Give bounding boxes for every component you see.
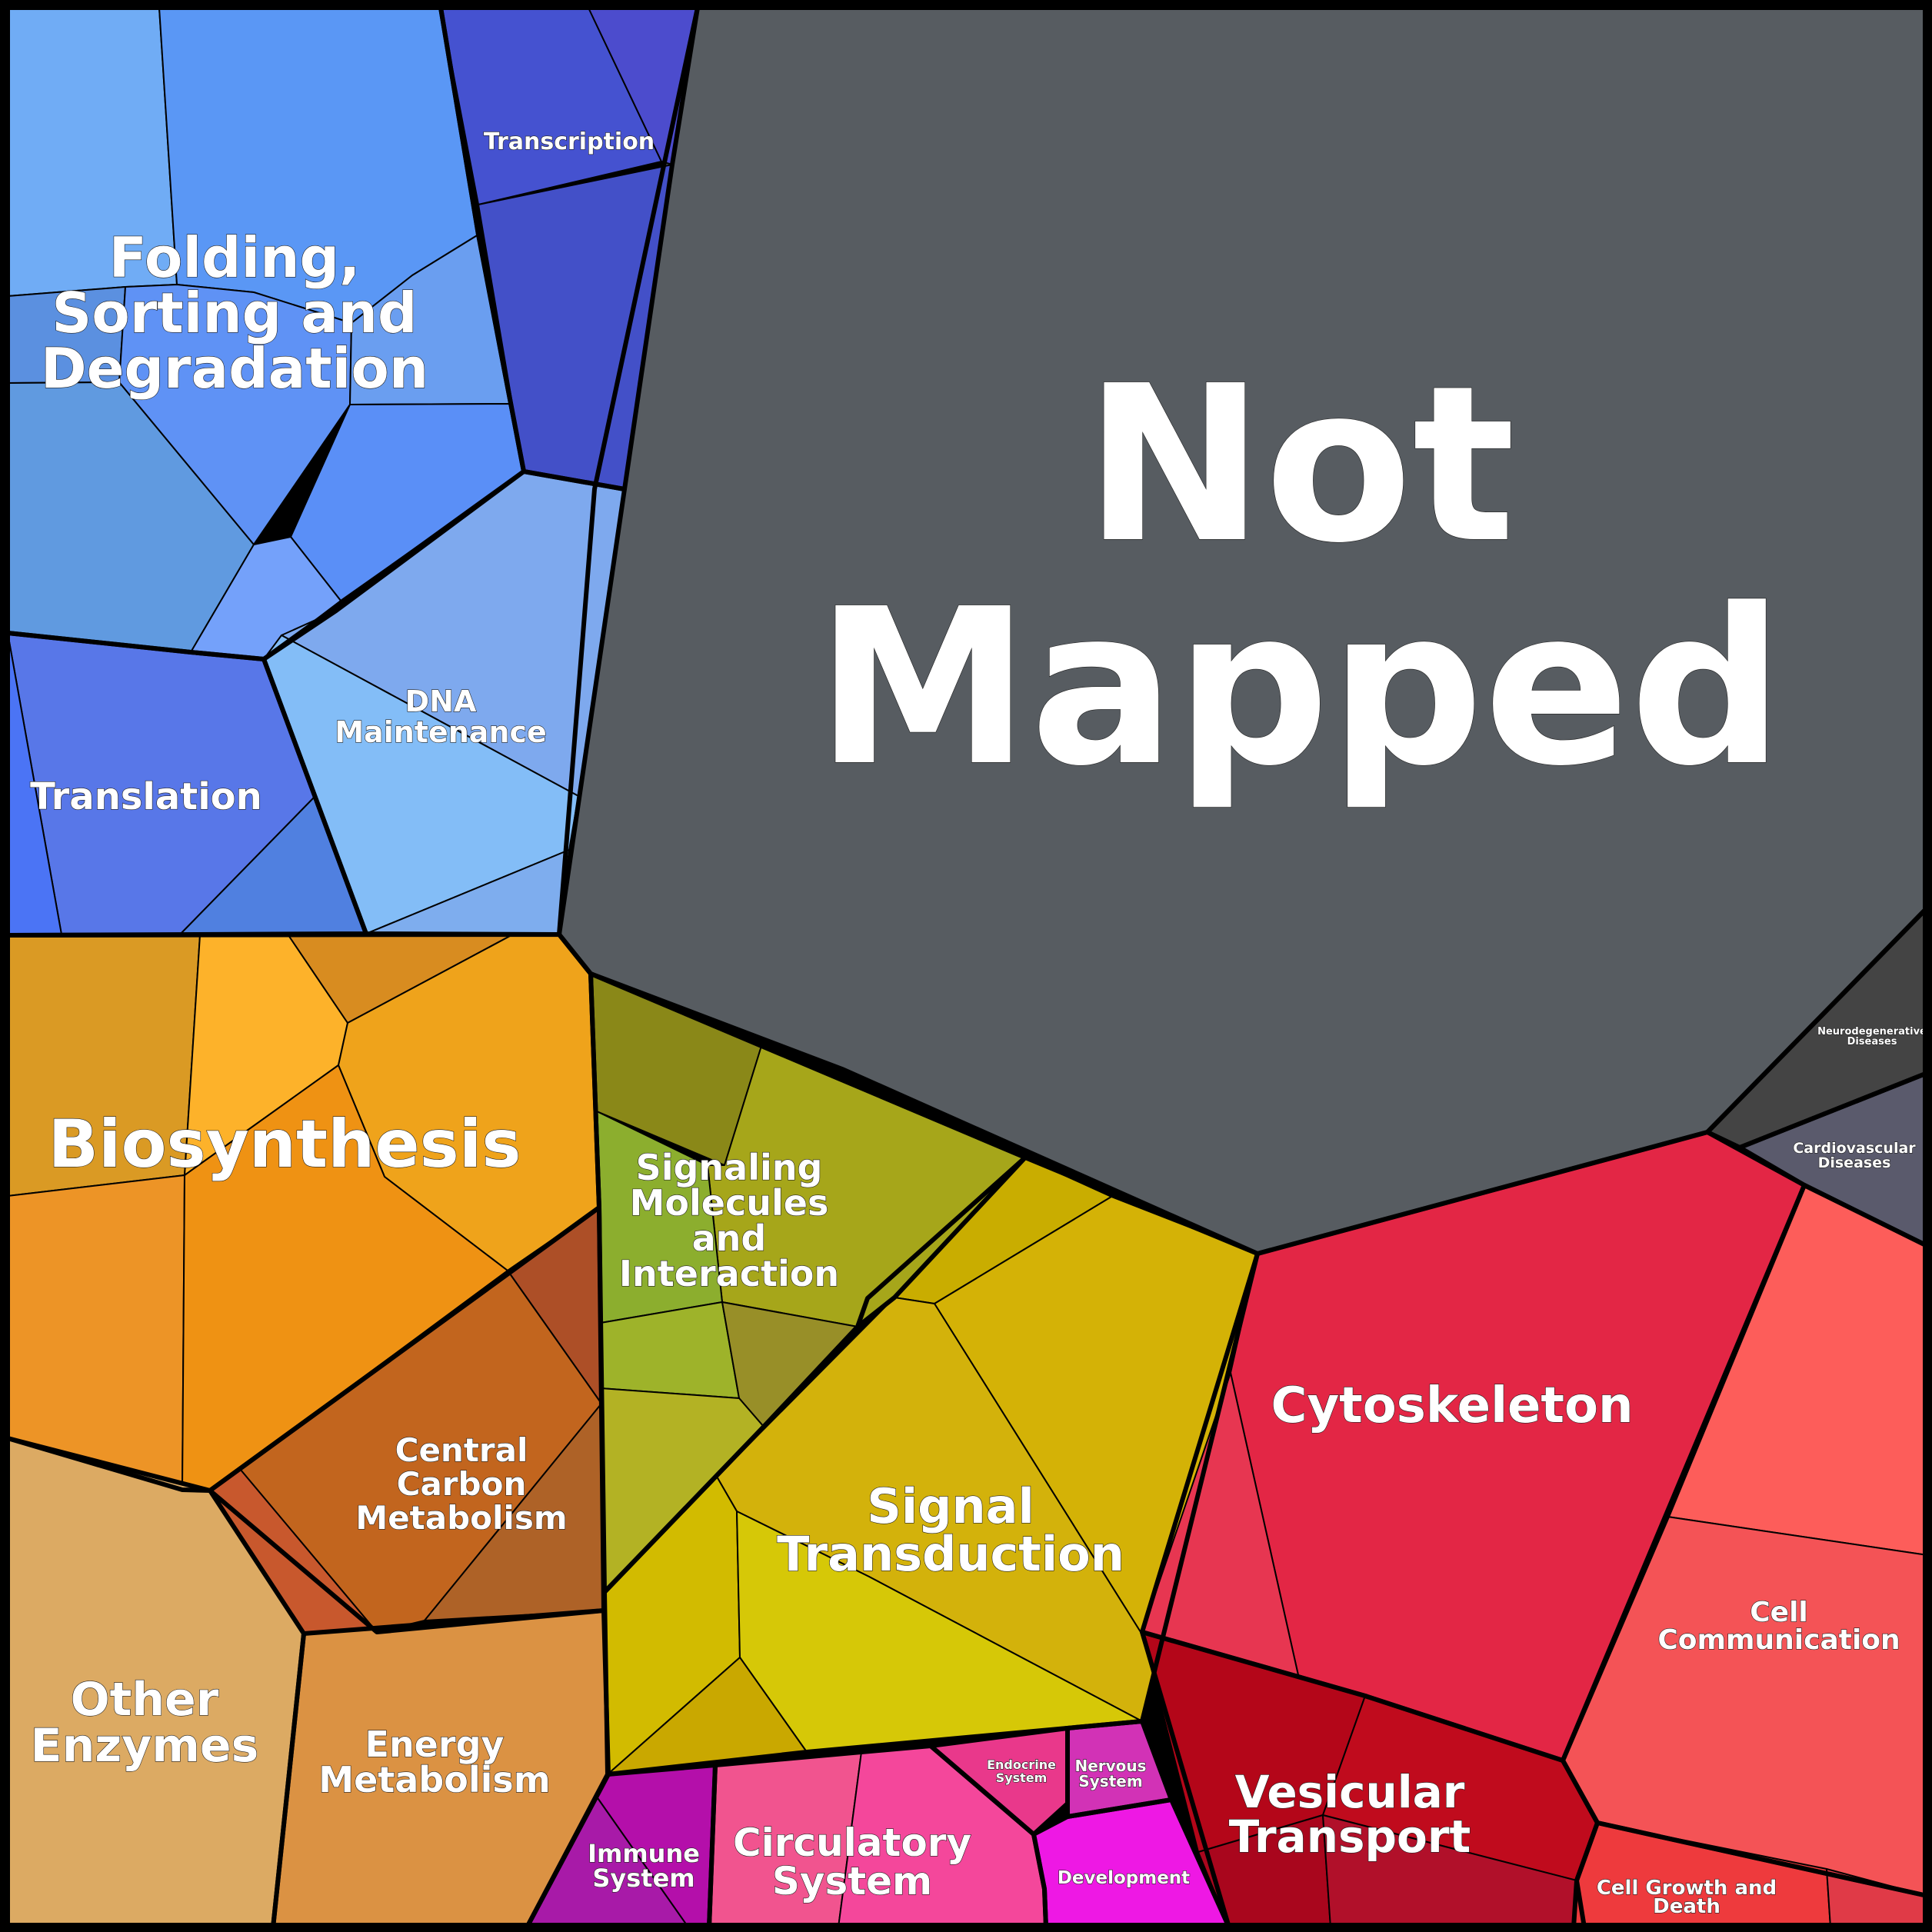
cardiovascular-diseases-label-line: Diseases bbox=[1818, 1154, 1891, 1171]
signal-transduction-border bbox=[602, 1155, 1260, 1777]
central-carbon-metabolism-label-line: Carbon bbox=[397, 1465, 527, 1503]
nervous-system-label: Nervous System bbox=[1074, 1757, 1146, 1790]
signal-transduction-label-line: Transduction bbox=[777, 1526, 1124, 1582]
region-central-carbon-metabolism bbox=[209, 1207, 605, 1634]
transcription-label-line: Transcription bbox=[484, 128, 655, 155]
not-mapped-label-line: Mapped bbox=[816, 563, 1784, 814]
folding-sorting-and-degradation-label-line: Folding, bbox=[109, 225, 361, 290]
other-enzymes-label: Other Enzymes bbox=[31, 1673, 259, 1773]
region-signaling-molecules-and-interaction bbox=[590, 973, 1026, 1593]
circulatory-system-label: Circulatory System bbox=[733, 1820, 971, 1904]
neurodegenerative-diseases-label-line: Neurodegenerative bbox=[1817, 1026, 1927, 1038]
other-enzymes-label-line: Other bbox=[71, 1673, 219, 1727]
region-folding-sorting-and-degradation bbox=[7, 7, 525, 660]
region-vesicular-transport bbox=[1141, 1631, 1598, 1928]
neurodegenerative-diseases-label-line: Diseases bbox=[1847, 1036, 1897, 1048]
cell-growth-and-death-label-line: Cell Growth and bbox=[1597, 1877, 1777, 1900]
signaling-molecules-and-interaction-label-line: Interaction bbox=[619, 1253, 839, 1294]
folding-sorting-and-degradation-cell-5 bbox=[118, 284, 352, 545]
nervous-system-label-line: System bbox=[1078, 1772, 1142, 1790]
translation-label: Translation bbox=[30, 775, 262, 818]
cytoskeleton-label-line: Cytoskeleton bbox=[1271, 1377, 1633, 1434]
neurodegenerative-diseases-label: Neurodegenerative Diseases bbox=[1817, 1026, 1927, 1048]
signaling-molecules-and-interaction-label-line: and bbox=[692, 1217, 767, 1259]
signal-transduction-label: Signal Transduction bbox=[777, 1478, 1124, 1582]
region-signal-transduction bbox=[604, 1157, 1258, 1775]
development-label: Development bbox=[1058, 1868, 1190, 1888]
folding-sorting-and-degradation-label-line: Sorting and bbox=[52, 281, 417, 345]
biosynthesis-cell-5 bbox=[7, 1174, 185, 1491]
circulatory-system-label-line: Circulatory bbox=[733, 1820, 971, 1865]
central-carbon-metabolism-label-line: Central bbox=[395, 1431, 528, 1469]
energy-metabolism-label-line: Energy bbox=[365, 1724, 505, 1765]
cardiovascular-diseases-label: Cardiovascular Diseases bbox=[1793, 1140, 1916, 1171]
region-cell-communication bbox=[1562, 1184, 1928, 1897]
vesicular-transport-label-line: Vesicular bbox=[1235, 1766, 1465, 1818]
other-enzymes-label-line: Enzymes bbox=[31, 1719, 259, 1773]
dna-maintenance-label-line: DNA bbox=[405, 685, 477, 718]
central-carbon-metabolism-label: Central Carbon Metabolism bbox=[355, 1431, 567, 1537]
cytoskeleton-label: Cytoskeleton bbox=[1271, 1377, 1633, 1434]
endocrine-system-label-line: Endocrine bbox=[987, 1757, 1056, 1772]
immune-system-label-line: Immune bbox=[588, 1839, 700, 1868]
cell-growth-and-death-label: Cell Growth and Death bbox=[1597, 1877, 1777, 1918]
vesicular-transport-label-line: Transport bbox=[1229, 1810, 1471, 1863]
translation-label-line: Translation bbox=[30, 775, 262, 818]
dna-maintenance-label-line: Maintenance bbox=[335, 715, 547, 749]
cell-communication-label: Cell Communication bbox=[1657, 1597, 1900, 1656]
circulatory-system-label-line: System bbox=[772, 1859, 932, 1904]
folding-sorting-and-degradation-label-line: Degradation bbox=[41, 336, 428, 401]
signaling-molecules-and-interaction-label-line: Molecules bbox=[630, 1182, 829, 1224]
energy-metabolism-label: Energy Metabolism bbox=[318, 1724, 550, 1800]
transcription-label: Transcription bbox=[484, 128, 655, 155]
cell-communication-label-line: Cell bbox=[1750, 1597, 1808, 1628]
not-mapped-label: Not Mapped bbox=[816, 340, 1784, 814]
signaling-molecules-and-interaction-label: Signaling Molecules and Interaction bbox=[619, 1147, 839, 1294]
biosynthesis-label: Biosynthesis bbox=[48, 1106, 521, 1183]
signal-transduction-label-line: Signal bbox=[867, 1478, 1034, 1534]
endocrine-system-label-line: System bbox=[996, 1770, 1048, 1785]
cardiovascular-diseases-label-line: Cardiovascular bbox=[1793, 1140, 1916, 1157]
biosynthesis-label-line: Biosynthesis bbox=[48, 1106, 521, 1183]
cell-communication-label-line: Communication bbox=[1657, 1624, 1900, 1656]
not-mapped-label-line: Not bbox=[1084, 340, 1516, 591]
nervous-system-label-line: Nervous bbox=[1074, 1757, 1146, 1775]
development-label-line: Development bbox=[1058, 1868, 1190, 1888]
dna-maintenance-label: DNA Maintenance bbox=[335, 685, 547, 749]
region-dna-maintenance bbox=[263, 471, 625, 935]
cell-growth-and-death-label-line: Death bbox=[1653, 1895, 1720, 1918]
vesicular-transport-label: Vesicular Transport bbox=[1229, 1766, 1471, 1863]
energy-metabolism-label-line: Metabolism bbox=[318, 1759, 550, 1800]
endocrine-system-label: Endocrine System bbox=[987, 1757, 1056, 1785]
central-carbon-metabolism-label-line: Metabolism bbox=[355, 1499, 567, 1537]
folding-sorting-and-degradation-label: Folding, Sorting and Degradation bbox=[41, 225, 428, 401]
immune-system-label: Immune System bbox=[588, 1839, 700, 1893]
signaling-molecules-and-interaction-label-line: Signaling bbox=[636, 1147, 823, 1188]
region-biosynthesis bbox=[7, 934, 600, 1491]
immune-system-label-line: System bbox=[592, 1864, 695, 1893]
